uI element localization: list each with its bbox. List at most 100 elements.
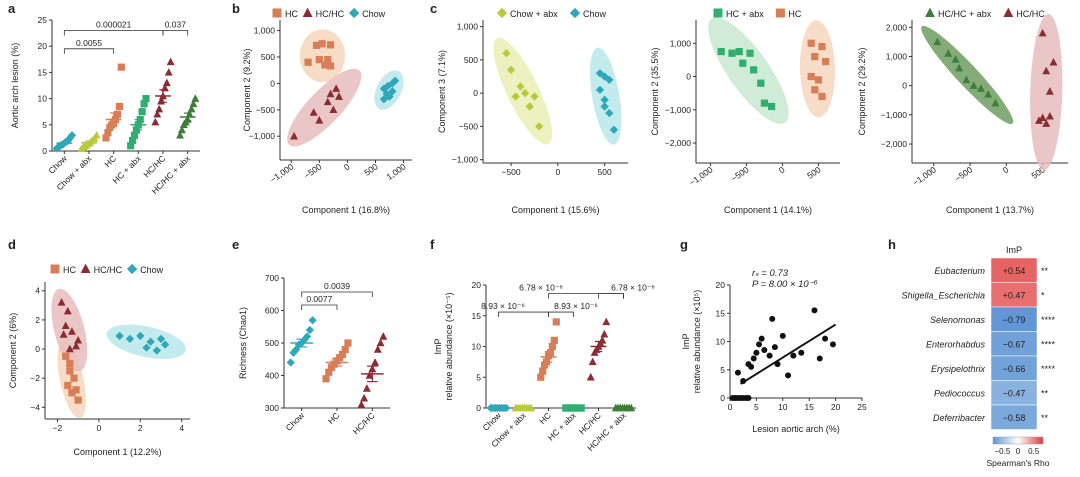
x-tick-label: 0 [96, 423, 101, 433]
y-tick-label: 1,000 [254, 26, 276, 36]
data-point [138, 108, 146, 116]
data-point [164, 68, 173, 76]
data-point [530, 92, 539, 101]
data-point [829, 341, 836, 348]
y-tick-label: −4 [30, 402, 40, 412]
data-point [63, 306, 72, 315]
legend-marker [1003, 7, 1014, 18]
data-point [360, 393, 369, 402]
data-point [305, 325, 315, 335]
x-tick-label: 500 [805, 164, 823, 180]
data-point [588, 357, 597, 366]
data-point [602, 317, 611, 326]
data-point [757, 79, 765, 87]
legend-label: Chow [362, 9, 386, 19]
significance-bracket [301, 304, 338, 310]
y-tick-label: 0 [473, 88, 478, 98]
data-point [807, 72, 815, 81]
data-point [728, 49, 736, 57]
heatmap-row-label: Enterorhabdus [926, 339, 986, 349]
data-point [62, 352, 70, 360]
data-point [315, 56, 323, 64]
data-point [290, 131, 299, 140]
data-point [807, 39, 815, 47]
data-point [65, 133, 75, 143]
data-point [312, 41, 321, 49]
data-point [600, 329, 609, 338]
data-point [146, 337, 155, 346]
data-point [357, 400, 366, 408]
y-tick-label: 600 [265, 306, 279, 316]
data-point [818, 92, 826, 101]
heatmap-row-label: Selenomonas [930, 315, 986, 325]
y-tick-label: 500 [464, 55, 478, 65]
y-tick-label: 400 [265, 371, 279, 381]
heatmap-cell-value: −0.58 [1003, 413, 1026, 423]
y-tick-label: 500 [265, 338, 279, 348]
data-point [373, 345, 382, 353]
heatmap-significance: **** [1041, 364, 1056, 374]
x-tick-label: 4 [179, 423, 184, 433]
x-tick-label: −500 [953, 164, 975, 183]
data-point [605, 75, 614, 85]
data-point [315, 116, 324, 124]
legend-marker [713, 8, 723, 18]
data-point [600, 102, 609, 111]
data-point [525, 102, 534, 111]
data-point [816, 355, 823, 362]
y-tick-label: 700 [265, 273, 279, 283]
y-axis-label: Component 2 (6%) [8, 313, 18, 389]
data-point [128, 136, 137, 145]
data-point [156, 334, 166, 343]
confidence-ellipse [51, 288, 88, 372]
x-tick-label: −1,000 [687, 164, 714, 187]
data-point [779, 332, 786, 339]
panel-label-d: d [8, 237, 16, 252]
data-point [308, 316, 317, 325]
panel-label-h: h [888, 237, 896, 252]
colorbar-tick-label: 0 [1016, 447, 1021, 456]
x-tick-label: −1,000 [911, 164, 938, 187]
legend-label: HC [788, 9, 801, 19]
y-tick-label: 2 [35, 315, 40, 325]
confidence-ellipse [921, 25, 1014, 125]
data-point [74, 335, 83, 344]
data-point [325, 368, 333, 376]
x-axis-label: Component 1 (13.7%) [946, 205, 1034, 215]
x-category-label: Chow [480, 410, 503, 433]
x-tick-label: 20 [831, 402, 841, 412]
y-tick-label: 5 [720, 365, 725, 375]
data-point [177, 125, 186, 134]
legend-label: Chow [583, 9, 607, 19]
data-point [814, 76, 822, 84]
data-point [365, 371, 374, 379]
confidence-ellipse [590, 47, 622, 145]
y-tick-label: −1,000 [665, 105, 692, 115]
legend-marker [775, 8, 785, 18]
y-tick-label: 20 [38, 41, 48, 51]
significance-bracket [63, 48, 115, 54]
data-point [766, 352, 773, 359]
x-axis-label: Lesion aortic arch (%) [752, 424, 840, 434]
heatmap-cell-value: +0.47 [1003, 290, 1026, 300]
panel-label-f: f [430, 237, 435, 252]
y-tick-label: 15 [716, 308, 726, 318]
regression-line [740, 323, 837, 385]
data-point [511, 92, 520, 101]
colorbar-tick-label: −0.5 [994, 447, 1010, 456]
y-tick-label: 0 [720, 393, 725, 403]
data-point [1038, 28, 1047, 37]
data-point [516, 82, 525, 91]
data-point [955, 63, 964, 72]
legend-label: HC/HC [316, 9, 345, 19]
data-point [758, 335, 765, 342]
data-point [506, 65, 516, 75]
heatmap-row-label: Eubacterium [934, 266, 985, 276]
x-tick-label: −500 [302, 161, 324, 180]
data-point [548, 342, 556, 351]
y-tick-label: 25 [38, 15, 48, 25]
data-point [379, 95, 389, 104]
data-point [191, 94, 200, 102]
data-point [162, 78, 171, 87]
y-tick-label: 0 [686, 72, 691, 82]
